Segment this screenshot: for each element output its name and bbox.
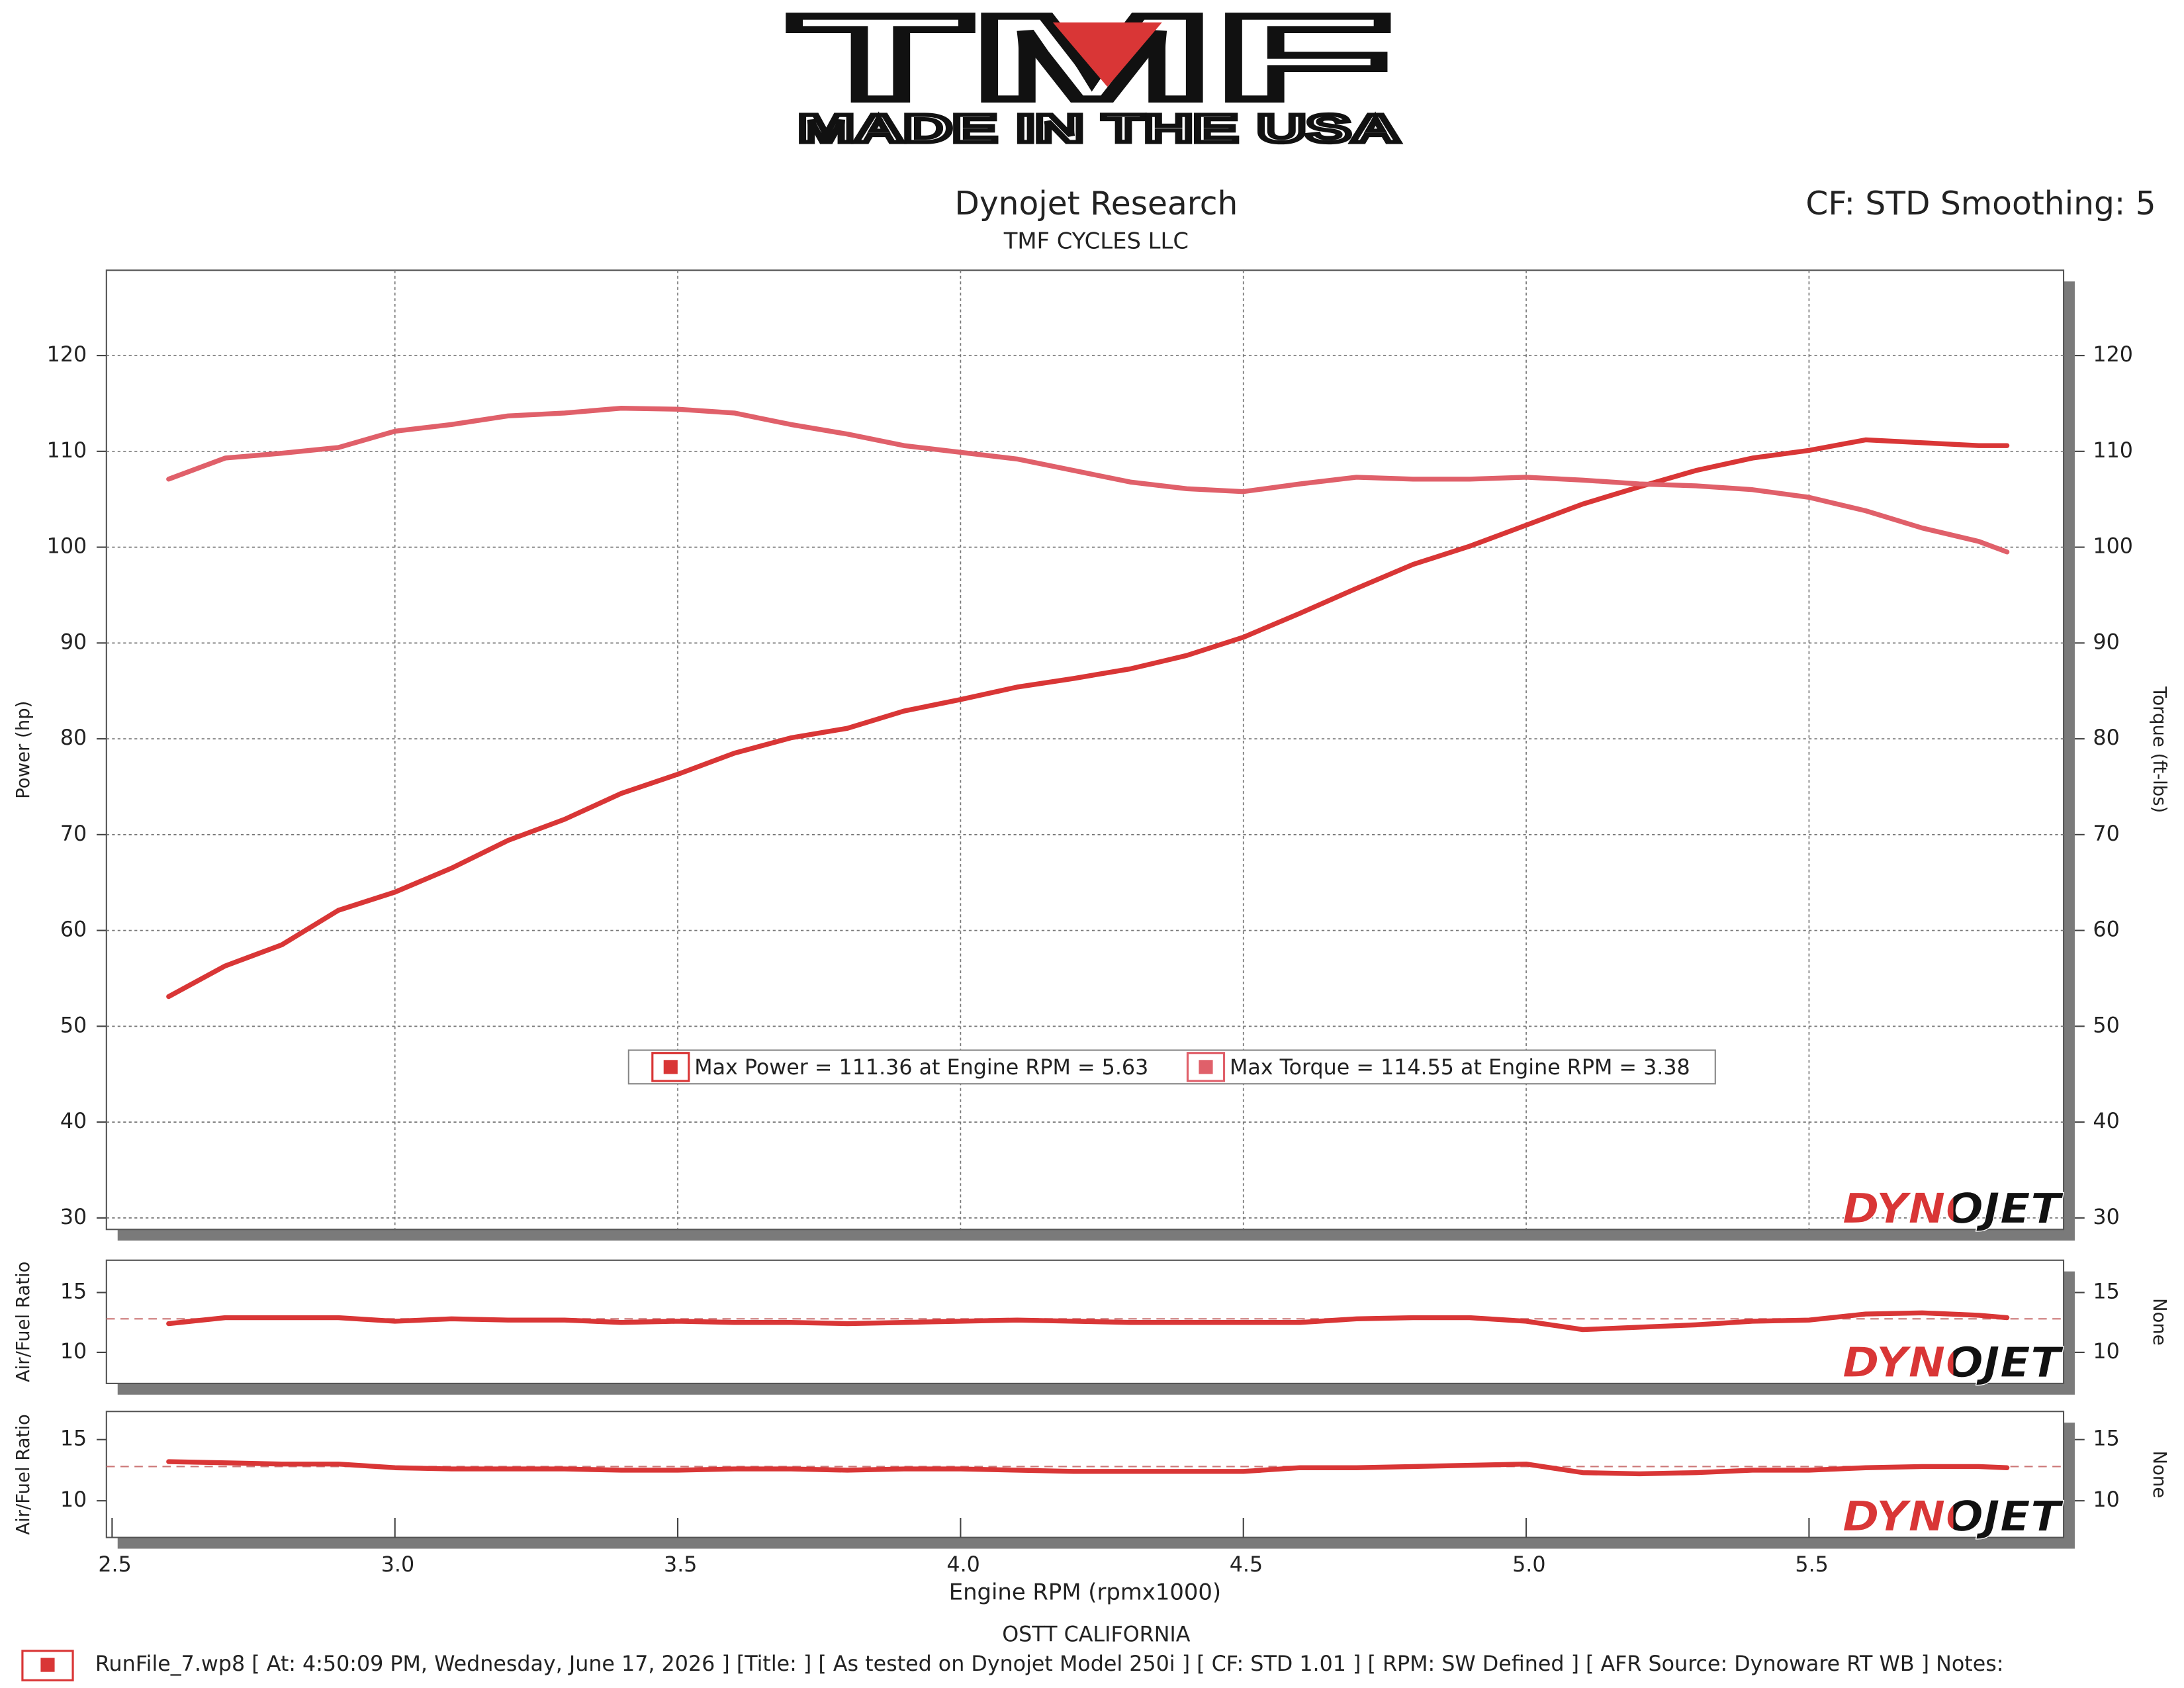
x-tick-label: 4.0 — [946, 1553, 979, 1577]
legend-label: Max Torque = 114.55 at Engine RPM = 3.38 — [1230, 1056, 1690, 1080]
y2-tick-label: 50 — [2093, 1013, 2119, 1037]
y-tick-label: 110 — [47, 439, 87, 463]
title: Dynojet Research — [954, 185, 1238, 222]
y-axis-label: Power (hp) — [13, 701, 34, 799]
x-tick-label: 3.0 — [381, 1553, 414, 1577]
logo-tagline: MADE IN THE USA — [798, 106, 1400, 150]
y2-tick-label: 15 — [2093, 1280, 2119, 1304]
y-tick-label: 10 — [60, 1488, 87, 1512]
location: OSTT CALIFORNIA — [1002, 1623, 1191, 1647]
y-tick-label: 50 — [60, 1013, 87, 1037]
y-tick-label: 30 — [60, 1205, 87, 1229]
plot-area — [105, 1411, 2065, 1538]
y-tick-label: 40 — [60, 1109, 87, 1133]
y-tick-label: 10 — [60, 1340, 87, 1364]
series-line — [166, 437, 2010, 1000]
subtitle: TMF CYCLES LLC — [1003, 228, 1189, 254]
y2-tick-label: 90 — [2093, 630, 2119, 654]
legend-label: Max Power = 111.36 at Engine RPM = 5.63 — [694, 1056, 1148, 1080]
y2-tick-label: 15 — [2093, 1427, 2119, 1451]
y2-tick-label: 100 — [2093, 535, 2133, 559]
legend-swatch — [651, 1052, 690, 1082]
y2-tick-label: 80 — [2093, 726, 2119, 750]
y2-tick-label: 40 — [2093, 1109, 2119, 1133]
y-tick-label: 100 — [47, 535, 87, 559]
plot-area — [105, 269, 2065, 1231]
y-tick-label: 90 — [60, 630, 87, 654]
y2-tick-label: 10 — [2093, 1340, 2119, 1364]
y2-axis-label: None — [2149, 1298, 2170, 1346]
y-axis-label: Air/Fuel Ratio — [13, 1414, 34, 1535]
watermark: DYNOJET — [1843, 1338, 2064, 1387]
run-icon-dot — [40, 1658, 55, 1672]
y-tick-label: 60 — [60, 918, 87, 942]
y2-tick-label: 60 — [2093, 918, 2119, 942]
y2-tick-label: 10 — [2093, 1488, 2119, 1512]
series-line — [166, 1310, 2010, 1333]
y2-tick-label: 120 — [2093, 343, 2133, 367]
y-tick-label: 15 — [60, 1427, 87, 1451]
y2-tick-label: 70 — [2093, 822, 2119, 846]
y-tick-label: 15 — [60, 1280, 87, 1304]
y2-axis-label: Torque (ft-lbs) — [2149, 686, 2170, 813]
x-tick-label: 2.5 — [98, 1553, 131, 1577]
y2-tick-label: 30 — [2093, 1205, 2119, 1229]
x-tick-label: 3.5 — [664, 1553, 697, 1577]
legend-swatch-dot — [663, 1060, 678, 1074]
x-tick-label: 4.5 — [1230, 1553, 1263, 1577]
x-tick-label: 5.5 — [1795, 1553, 1828, 1577]
y-axis-label: Air/Fuel Ratio — [13, 1262, 34, 1383]
y-tick-label: 120 — [47, 343, 87, 367]
y-tick-label: 70 — [60, 822, 87, 846]
y2-tick-label: 110 — [2093, 439, 2133, 463]
settings: CF: STD Smoothing: 5 — [1805, 185, 2156, 222]
x-axis-label: Engine RPM (rpmx1000) — [949, 1579, 1221, 1605]
watermark: DYNOJET — [1843, 1492, 2064, 1541]
legend-box — [627, 1049, 1716, 1085]
y2-axis-label: None — [2149, 1451, 2170, 1499]
x-tick-label: 5.0 — [1512, 1553, 1545, 1577]
series-line — [166, 405, 2010, 555]
series-line — [166, 1459, 2010, 1477]
logo-triangle — [1052, 22, 1162, 87]
legend-swatch — [1186, 1052, 1226, 1082]
y-tick-label: 80 — [60, 726, 87, 750]
run-info: RunFile_7.wp8 [ At: 4:50:09 PM, Wednesda… — [95, 1652, 2004, 1676]
watermark: DYNOJET — [1843, 1184, 2064, 1233]
legend-swatch-dot — [1199, 1060, 1213, 1074]
